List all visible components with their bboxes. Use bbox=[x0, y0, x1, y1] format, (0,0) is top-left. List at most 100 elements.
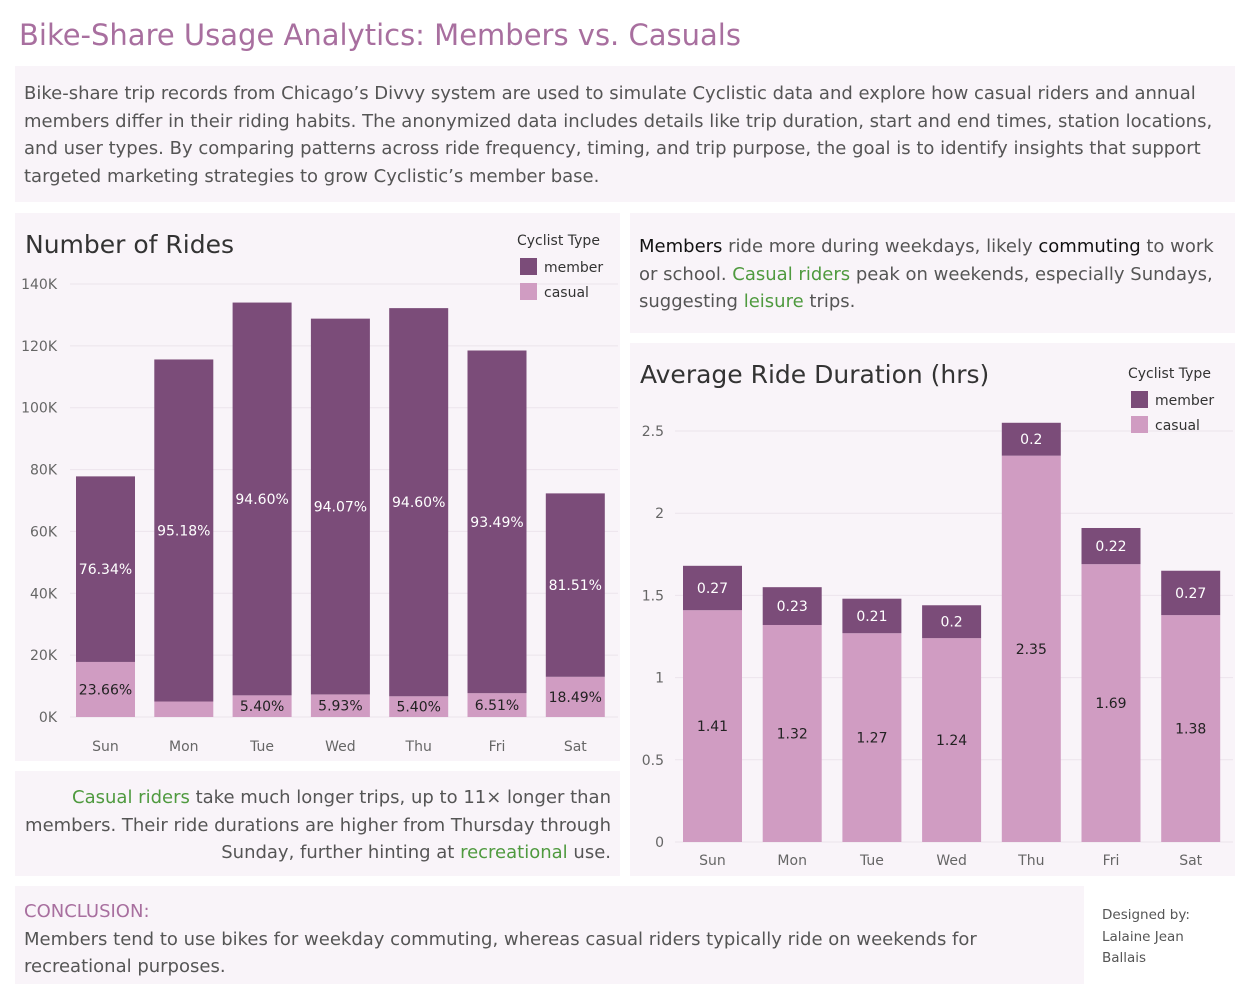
rides-x-tick-label: Mon bbox=[169, 739, 199, 755]
rides-y-tick-label: 60K bbox=[30, 524, 58, 540]
dur-label-casual: 1.69 bbox=[1095, 696, 1126, 712]
rides-title: Number of Rides bbox=[25, 230, 234, 259]
rides-bar-member bbox=[76, 476, 135, 662]
members-note-text-4: trips. bbox=[803, 291, 856, 312]
dur-x-tick-label: Sat bbox=[1179, 853, 1202, 869]
duration-chart-panel: Average Ride Duration (hrs) 0 0.5 1 1.5 2 2.5 0… bbox=[630, 343, 1235, 876]
duration-chart: Average Ride Duration (hrs) 0 0.5 1 1.5 2 2.5 0… bbox=[640, 360, 1233, 869]
conclusion-box: CONCLUSION: Members tend to use bikes fo… bbox=[15, 886, 1084, 984]
dur-label-member: 0.27 bbox=[697, 581, 728, 597]
rides-label-casual: 5.93% bbox=[318, 699, 362, 715]
rides-legend-label: casual bbox=[544, 285, 589, 301]
rides-y-tick-label: 40K bbox=[30, 586, 58, 602]
rides-bar-member bbox=[389, 308, 449, 697]
conclusion-text: Members tend to use bikes for weekday co… bbox=[24, 928, 977, 978]
dur-title: Average Ride Duration (hrs) bbox=[640, 360, 989, 389]
rides-chart-panel: Number of Rides 0K 20K 40K 60K 80K 100K 120K 140… bbox=[15, 213, 620, 761]
dur-y-tick-label: 2.5 bbox=[642, 424, 664, 440]
dur-label-casual: 1.27 bbox=[856, 731, 887, 747]
casual-riders-term: Casual riders bbox=[732, 263, 851, 285]
dur-bar-member bbox=[922, 605, 982, 639]
conclusion-title: CONCLUSION: bbox=[24, 901, 150, 922]
dur-label-member: 0.2 bbox=[1020, 432, 1042, 448]
members-note-text-1: ride more during weekdays, likely bbox=[722, 236, 1039, 257]
rides-x-tick-label: Wed bbox=[325, 739, 356, 755]
rides-bar-casual bbox=[467, 693, 527, 717]
dur-bar-member bbox=[842, 598, 902, 634]
rides-label-member: 93.49% bbox=[470, 515, 523, 531]
dur-x-tick-label: Thu bbox=[1017, 853, 1044, 869]
rides-bar-member bbox=[232, 302, 292, 696]
rides-y-tick-label: 140K bbox=[21, 277, 58, 293]
dur-y-tick-label: 2 bbox=[655, 506, 664, 522]
rides-bar-casual bbox=[545, 676, 605, 717]
dur-label-member: 0.22 bbox=[1095, 539, 1126, 555]
credit-line-1: Designed by: bbox=[1102, 907, 1190, 923]
dur-bar-member bbox=[1001, 422, 1061, 456]
members-note-text-2: to work or school. bbox=[639, 236, 1214, 285]
dur-label-casual: 2.35 bbox=[1016, 642, 1047, 658]
credit: Designed by: Lalaine Jean Ballais bbox=[1102, 905, 1232, 970]
rides-bar-member bbox=[545, 493, 605, 677]
rides-y-tick-label: 80K bbox=[30, 463, 58, 479]
rides-bar-casual bbox=[76, 661, 135, 717]
members-insight: Members ride more during weekdays, likel… bbox=[630, 213, 1235, 333]
rides-chart: Number of Rides 0K 20K 40K 60K 80K 100K 120K 140… bbox=[21, 230, 618, 755]
credit-line-2: Lalaine Jean bbox=[1102, 928, 1184, 945]
rides-bar-member bbox=[310, 318, 370, 695]
rides-x-tick-label: Sun bbox=[92, 739, 119, 755]
rides-legend-swatch bbox=[520, 283, 537, 300]
dur-y-tick-label: 1 bbox=[655, 671, 664, 687]
rides-label-casual: 5.40% bbox=[240, 699, 284, 715]
rides-legend-swatch bbox=[520, 258, 537, 275]
rides-label-member: 95.18% bbox=[157, 524, 210, 540]
rides-x-tick-label: Tue bbox=[249, 739, 274, 755]
dur-bar-member bbox=[683, 565, 742, 611]
casual-insight: Casual riders take much longer trips, up… bbox=[15, 771, 620, 876]
dur-y-tick-label: 0.5 bbox=[642, 753, 664, 769]
dur-bar-casual bbox=[683, 610, 742, 842]
rides-y-tick-label: 100K bbox=[21, 401, 58, 417]
recreational-term: recreational bbox=[460, 842, 568, 863]
dur-bar-casual bbox=[762, 624, 822, 842]
dur-y-tick-label: 1.5 bbox=[642, 588, 664, 604]
rides-y-tick-label: 120K bbox=[21, 339, 58, 355]
dur-label-member: 0.23 bbox=[777, 599, 808, 615]
members-term: Members bbox=[639, 236, 723, 257]
casual-note-text-2: use. bbox=[567, 842, 611, 863]
rides-label-casual: 5.40% bbox=[396, 700, 440, 716]
dur-bar-casual bbox=[1081, 564, 1141, 842]
dur-label-casual: 1.32 bbox=[777, 726, 808, 742]
dur-label-casual: 1.38 bbox=[1175, 722, 1206, 738]
rides-x-tick-label: Sat bbox=[564, 739, 587, 755]
rides-bar-casual bbox=[232, 695, 292, 717]
rides-x-tick-label: Fri bbox=[489, 739, 506, 755]
rides-bar-member bbox=[467, 350, 527, 694]
dur-bar-casual bbox=[1001, 455, 1061, 842]
dur-legend-swatch bbox=[1131, 391, 1148, 408]
dur-legend-label: casual bbox=[1155, 418, 1200, 434]
dur-bar-casual bbox=[922, 638, 982, 842]
rides-bar-casual bbox=[154, 701, 214, 717]
rides-label-casual: 18.49% bbox=[549, 690, 602, 706]
dur-label-casual: 1.24 bbox=[936, 733, 967, 749]
rides-label-member: 81.51% bbox=[549, 578, 602, 594]
dur-legend-swatch bbox=[1131, 416, 1148, 433]
rides-label-member: 94.60% bbox=[392, 495, 445, 511]
dur-bar-casual bbox=[842, 633, 902, 842]
dur-x-tick-label: Fri bbox=[1103, 853, 1120, 869]
rides-label-member: 94.07% bbox=[314, 500, 367, 516]
page-title: Bike-Share Usage Analytics: Members vs. … bbox=[19, 18, 741, 52]
members-note-text-3: peak on weekends, especially Sundays, su… bbox=[639, 263, 1213, 313]
rides-legend-label: member bbox=[544, 260, 603, 276]
rides-bar-casual bbox=[389, 696, 449, 717]
intro-text: Bike-share trip records from Chicago’s D… bbox=[15, 66, 1235, 202]
rides-bar-member bbox=[154, 359, 214, 702]
dur-label-member: 0.2 bbox=[940, 615, 962, 631]
rides-y-tick-label: 20K bbox=[30, 648, 58, 664]
dur-bar-casual bbox=[1161, 615, 1221, 842]
rides-label-casual: 6.51% bbox=[475, 698, 519, 714]
dur-bar-member bbox=[1081, 527, 1141, 565]
dur-label-member: 0.27 bbox=[1175, 586, 1206, 602]
dur-label-member: 0.21 bbox=[856, 609, 887, 625]
